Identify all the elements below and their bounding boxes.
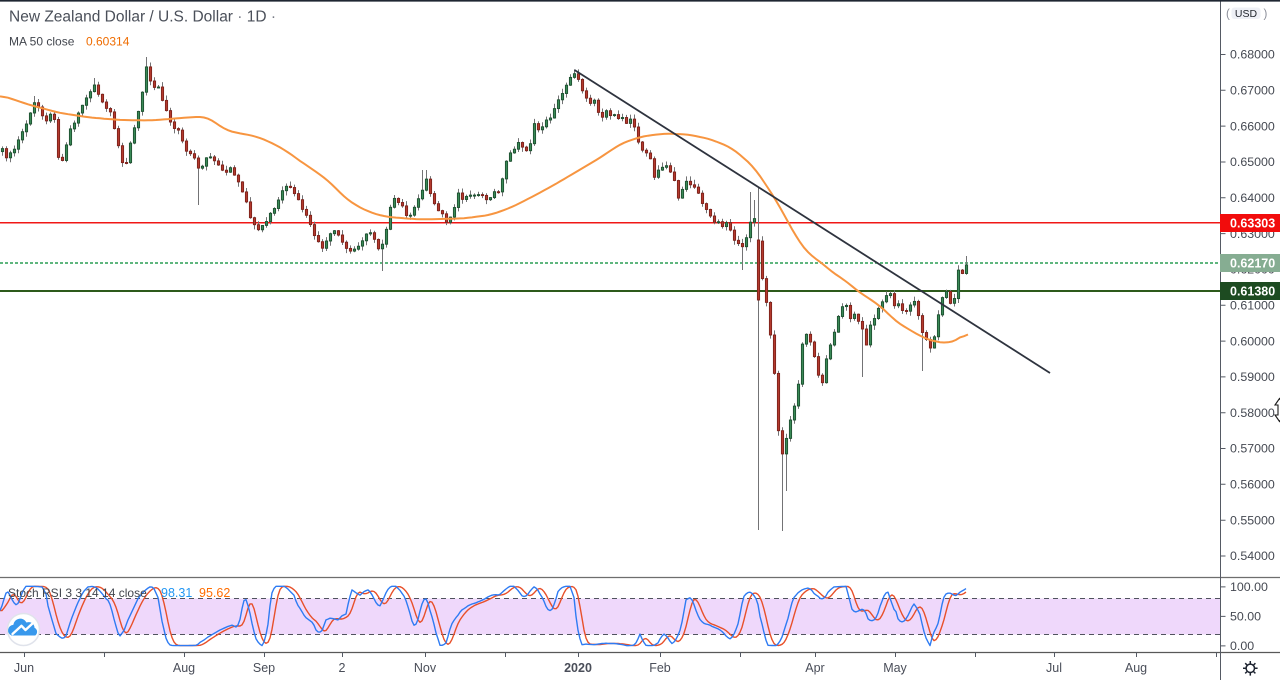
svg-text:0.61000: 0.61000 [1230, 298, 1275, 312]
svg-text:2: 2 [339, 661, 346, 675]
svg-text:2020: 2020 [564, 661, 592, 675]
svg-text:0.66000: 0.66000 [1230, 119, 1275, 133]
svg-text:0.60314: 0.60314 [86, 35, 130, 49]
svg-text:(: ( [1226, 9, 1230, 21]
svg-text:MA 50 close: MA 50 close [9, 35, 75, 49]
svg-text:0.61380: 0.61380 [1230, 285, 1275, 299]
svg-text:98.31: 98.31 [161, 586, 192, 600]
svg-text:Jul: Jul [1046, 661, 1062, 675]
svg-text:USD: USD [1235, 8, 1258, 20]
svg-text:0.57000: 0.57000 [1230, 442, 1275, 456]
svg-text:0.54000: 0.54000 [1230, 549, 1275, 563]
svg-text:0.58000: 0.58000 [1230, 406, 1275, 420]
svg-text:0.65000: 0.65000 [1230, 155, 1275, 169]
svg-text:0.60000: 0.60000 [1230, 334, 1275, 348]
svg-text:0.68000: 0.68000 [1230, 48, 1275, 62]
svg-text:0.59000: 0.59000 [1230, 370, 1275, 384]
svg-text:0.67000: 0.67000 [1230, 84, 1275, 98]
svg-text:95.62: 95.62 [199, 586, 230, 600]
svg-text:0.00: 0.00 [1230, 639, 1254, 653]
svg-text:): ) [1264, 9, 1268, 21]
svg-text:0.56000: 0.56000 [1230, 478, 1275, 492]
svg-text:0.55000: 0.55000 [1230, 513, 1275, 527]
svg-text:May: May [883, 661, 907, 675]
svg-text:Aug: Aug [173, 661, 195, 675]
svg-text:Feb: Feb [649, 661, 671, 675]
svg-text:Apr: Apr [805, 661, 824, 675]
svg-text:New Zealand Dollar / U.S. Doll: New Zealand Dollar / U.S. Dollar · 1D · [9, 9, 276, 26]
svg-text:0.64000: 0.64000 [1230, 191, 1275, 205]
svg-text:Aug: Aug [1125, 661, 1147, 675]
svg-text:Nov: Nov [414, 661, 437, 675]
svg-text:Sep: Sep [253, 661, 275, 675]
svg-text:0.63303: 0.63303 [1230, 217, 1275, 231]
svg-text:Jun: Jun [14, 661, 34, 675]
svg-text:Stoch RSI 3 3 14 14 close: Stoch RSI 3 3 14 14 close [8, 586, 147, 600]
svg-text:0.62170: 0.62170 [1230, 257, 1275, 271]
svg-text:100.00: 100.00 [1230, 580, 1268, 594]
svg-text:50.00: 50.00 [1230, 610, 1261, 624]
